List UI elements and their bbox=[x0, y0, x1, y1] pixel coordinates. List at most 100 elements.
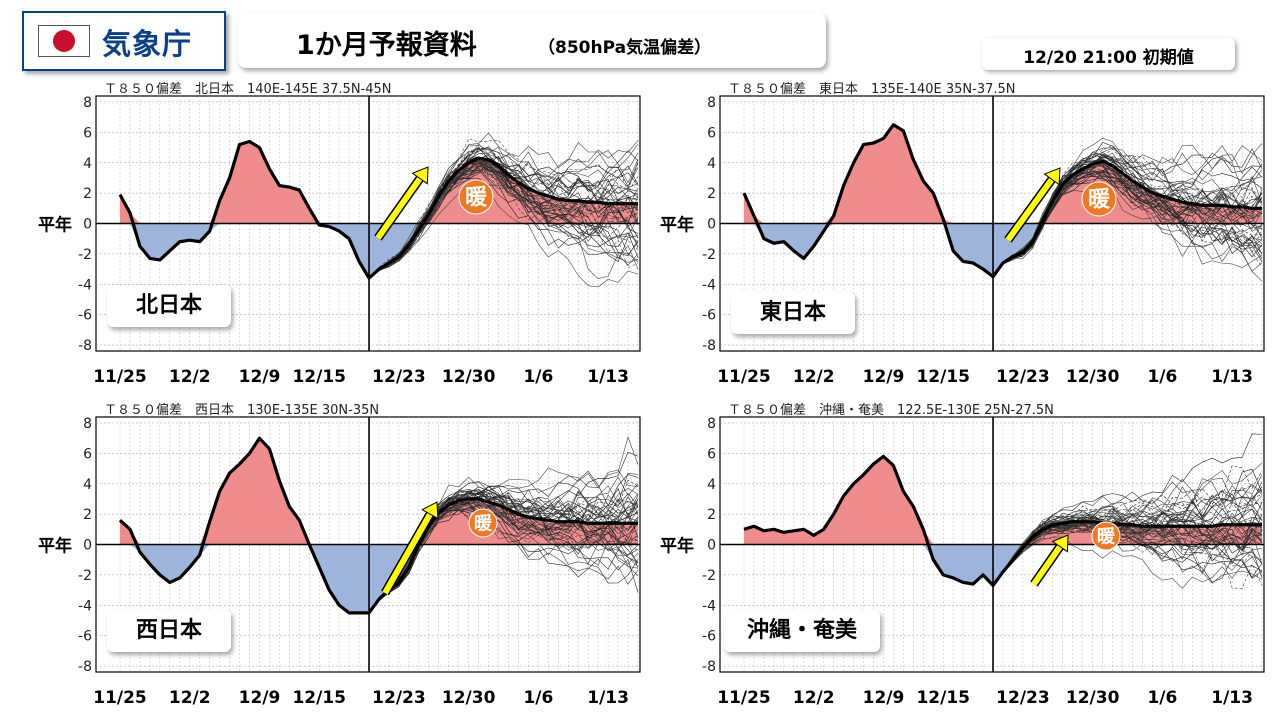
y-tick-label: -2 bbox=[78, 568, 92, 584]
y-tick-label: 2 bbox=[707, 186, 716, 202]
x-tick-label: 1/6 bbox=[523, 367, 553, 387]
ensemble-member-line bbox=[992, 515, 1263, 586]
x-tick-label: 11/25 bbox=[717, 367, 771, 387]
x-tick-label: 1/13 bbox=[1211, 367, 1253, 387]
ensemble-member-line bbox=[992, 170, 1263, 277]
ensemble-member-line bbox=[992, 514, 1263, 586]
ensemble-member-line bbox=[368, 469, 639, 614]
ensemble-member-line bbox=[992, 173, 1263, 278]
x-tick-label: 12/15 bbox=[916, 367, 970, 387]
y-tick-label: 4 bbox=[83, 477, 92, 493]
x-tick-label: 12/9 bbox=[239, 367, 281, 387]
x-tick-label: 1/6 bbox=[1147, 688, 1177, 708]
warm-badge-label: 暖 bbox=[465, 185, 488, 211]
warm-badge-icon bbox=[1081, 181, 1117, 217]
trend-arrow-shaft bbox=[1031, 544, 1063, 586]
trend-arrow-head bbox=[1051, 534, 1069, 553]
x-tick-label: 11/25 bbox=[717, 688, 771, 708]
x-tick-label: 11/25 bbox=[93, 367, 147, 387]
zero-label: 平年 bbox=[660, 215, 694, 236]
ensemble-member-line bbox=[368, 150, 639, 279]
y-tick-label: 4 bbox=[707, 477, 716, 493]
ensemble-member-line bbox=[368, 506, 639, 614]
y-tick-label: -6 bbox=[702, 308, 716, 324]
trend-arrow-shaft bbox=[382, 512, 433, 595]
ensemble-member-line bbox=[368, 132, 639, 279]
mean-line bbox=[118, 139, 638, 280]
x-tick-label: 12/15 bbox=[292, 367, 346, 387]
ensemble-member-line bbox=[368, 493, 639, 614]
ensemble-member-line bbox=[992, 508, 1263, 586]
x-tick-label: 1/6 bbox=[1147, 367, 1177, 387]
region-tag-3: 沖縄・奄美 bbox=[724, 610, 880, 652]
x-tick-label: 12/2 bbox=[793, 367, 835, 387]
trend-arrow-shaft bbox=[375, 176, 423, 240]
warm-badge-icon bbox=[468, 508, 498, 538]
mean-line bbox=[742, 123, 1262, 279]
ensemble-member-line bbox=[992, 165, 1263, 277]
ensemble-member-line bbox=[992, 520, 1263, 586]
ensemble-member-line bbox=[992, 522, 1263, 586]
trend-arrow-head bbox=[411, 166, 429, 185]
y-tick-label: 6 bbox=[83, 446, 92, 462]
agency-name: 気象庁 bbox=[102, 27, 193, 61]
ensemble-member-line bbox=[992, 536, 1263, 589]
page-subtitle: （850hPa気温偏差） bbox=[538, 38, 712, 58]
y-tick-label: -4 bbox=[78, 277, 92, 293]
y-tick-label: -4 bbox=[702, 277, 716, 293]
y-tick-label: 6 bbox=[707, 446, 716, 462]
ensemble-member-line bbox=[368, 508, 639, 614]
y-tick-label: -6 bbox=[78, 629, 92, 645]
y-tick-label: -4 bbox=[78, 598, 92, 614]
region-tag-0: 北日本 bbox=[107, 285, 231, 327]
x-tick-label: 12/30 bbox=[1066, 688, 1120, 708]
warm-badge-label: 暖 bbox=[1097, 525, 1116, 547]
ensemble-member-line bbox=[368, 138, 639, 279]
page-title: 1か月予報資料 bbox=[296, 30, 477, 61]
warm-badge-icon bbox=[458, 179, 494, 215]
y-tick-label: -2 bbox=[78, 247, 92, 263]
zero-label: 平年 bbox=[38, 215, 72, 236]
x-tick-label: 1/13 bbox=[1211, 688, 1253, 708]
ensemble-member-line bbox=[368, 508, 639, 613]
mean-line bbox=[118, 436, 638, 615]
trend-arrow-shaft bbox=[1005, 177, 1055, 242]
title-panel: 1か月予報資料 （850hPa気温偏差） bbox=[238, 13, 826, 68]
ensemble-member-line bbox=[992, 489, 1263, 586]
ensemble-member-line bbox=[992, 478, 1263, 586]
x-tick-label: 12/30 bbox=[442, 367, 496, 387]
y-tick-label: 0 bbox=[707, 217, 716, 233]
ensemble-member-line bbox=[992, 478, 1263, 586]
ensemble-member-line bbox=[992, 478, 1263, 586]
y-tick-label: 0 bbox=[83, 217, 92, 233]
x-tick-label: 1/13 bbox=[587, 688, 629, 708]
y-tick-label: 0 bbox=[83, 538, 92, 554]
ensemble-member-line bbox=[992, 168, 1263, 277]
cold-anomaly-area bbox=[120, 544, 638, 613]
y-tick-label: -6 bbox=[702, 629, 716, 645]
chart-header-label: Ｔ８５０偏差 東日本 135E-140E 35N-37.5N bbox=[728, 81, 1016, 97]
warm-anomaly-area bbox=[744, 124, 1262, 224]
zero-label: 平年 bbox=[660, 536, 694, 557]
y-tick-label: -8 bbox=[78, 338, 92, 354]
y-tick-label: 2 bbox=[707, 507, 716, 523]
x-tick-label: 12/23 bbox=[996, 367, 1050, 387]
y-tick-label: 2 bbox=[83, 186, 92, 202]
y-tick-label: -2 bbox=[702, 247, 716, 263]
x-tick-label: 11/25 bbox=[93, 688, 147, 708]
region-tag-2: 西日本 bbox=[107, 610, 231, 652]
ensemble-member-line bbox=[992, 468, 1263, 586]
cold-anomaly-area bbox=[744, 544, 1262, 586]
y-tick-label: -8 bbox=[702, 338, 716, 354]
warm-anomaly-area bbox=[744, 456, 1262, 545]
y-tick-label: -4 bbox=[702, 598, 716, 614]
y-tick-label: -8 bbox=[702, 659, 716, 675]
chart-header-label: Ｔ８５０偏差 沖縄・奄美 122.5E-130E 25N-27.5N bbox=[728, 403, 1054, 418]
x-tick-label: 12/9 bbox=[239, 688, 281, 708]
x-tick-label: 12/15 bbox=[916, 688, 970, 708]
x-tick-label: 12/23 bbox=[372, 688, 426, 708]
y-tick-label: -6 bbox=[78, 308, 92, 324]
x-tick-label: 12/9 bbox=[863, 688, 905, 708]
ensemble-member-line bbox=[992, 160, 1263, 277]
cold-anomaly-area bbox=[744, 223, 1262, 277]
